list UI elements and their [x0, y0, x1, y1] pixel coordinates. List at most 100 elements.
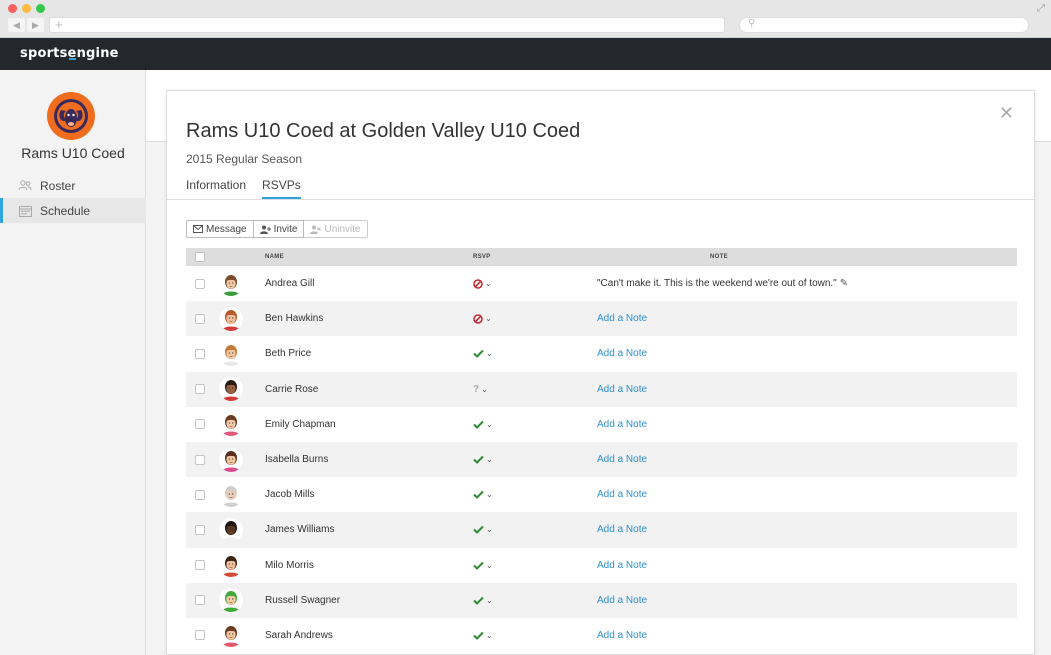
note-cell: Add a Note: [597, 524, 647, 535]
pencil-icon[interactable]: ✎: [839, 278, 849, 290]
column-header-rsvp: RSVP: [473, 254, 491, 260]
row-checkbox[interactable]: [195, 524, 205, 535]
sidebar: Rams U10 Coed Roster Schedule: [0, 70, 146, 655]
add-note-link[interactable]: Add a Note: [597, 489, 648, 501]
avatar: [219, 623, 243, 648]
invite-button[interactable]: Invite: [253, 220, 305, 238]
app-header: sportsengine: [0, 38, 1051, 70]
add-note-link[interactable]: Add a Note: [597, 559, 648, 571]
avatar: [219, 306, 243, 331]
table-row: Beth Price ⌄ Add a Note: [186, 336, 1017, 371]
rsvp-toolbar: Message Invite Uninvite: [186, 220, 368, 238]
add-note-link[interactable]: Add a Note: [597, 348, 648, 360]
checkmark-icon: [473, 420, 484, 429]
row-checkbox[interactable]: [195, 595, 205, 606]
history-nav: ◀ ▶: [8, 18, 44, 32]
chevron-down-icon: ⌄: [486, 490, 493, 500]
tab-information[interactable]: Information: [186, 178, 247, 192]
logo-text: sportsengine: [20, 46, 119, 61]
rsvp-dropdown[interactable]: ⌄: [473, 490, 493, 499]
avatar: [219, 588, 243, 613]
avatar: [219, 341, 243, 366]
declined-icon: [473, 278, 483, 289]
close-icon[interactable]: ✕: [998, 103, 1014, 123]
plus-icon[interactable]: +: [55, 17, 63, 32]
select-all-checkbox[interactable]: [195, 252, 205, 262]
player-name: Emily Chapman: [265, 418, 336, 430]
tab-rsvps[interactable]: RSVPs: [262, 178, 301, 200]
message-button[interactable]: Message: [186, 220, 254, 238]
row-checkbox[interactable]: [195, 278, 205, 289]
browser-search-input[interactable]: ⚲: [739, 17, 1029, 33]
rsvp-dropdown[interactable]: ⌄: [473, 596, 493, 605]
table-row: Carrie Rose? ⌄ Add a Note: [186, 371, 1017, 407]
row-checkbox[interactable]: [195, 348, 205, 359]
note-cell: Add a Note: [597, 560, 647, 571]
table-row: Milo Morris ⌄ Add a Note: [186, 548, 1017, 583]
row-checkbox[interactable]: [195, 489, 205, 500]
maximize-window-button[interactable]: [36, 4, 45, 13]
rsvp-dropdown[interactable]: ? ⌄: [473, 384, 488, 395]
modal-subtitle: 2015 Regular Season: [186, 152, 303, 166]
rsvp-dropdown[interactable]: ⌄: [473, 349, 493, 358]
rsvp-dropdown[interactable]: ⌄: [473, 420, 493, 429]
row-checkbox[interactable]: [195, 560, 205, 571]
rsvp-dropdown[interactable]: ⌄: [473, 525, 493, 534]
row-checkbox[interactable]: [195, 630, 205, 641]
sidebar-item-roster[interactable]: Roster: [0, 173, 146, 198]
rsvp-modal: ✕ Rams U10 Coed at Golden Valley U10 Coe…: [166, 90, 1035, 655]
add-note-link[interactable]: Add a Note: [597, 418, 648, 430]
note-cell: Add a Note: [597, 313, 647, 324]
forward-icon[interactable]: ▶: [27, 18, 44, 32]
uninvite-button[interactable]: Uninvite: [304, 220, 368, 238]
chevron-down-icon: ⌄: [486, 630, 493, 640]
add-note-link[interactable]: Add a Note: [597, 313, 648, 325]
rsvp-dropdown[interactable]: ⌄: [473, 314, 492, 324]
fullscreen-icon[interactable]: ⤢: [1037, 3, 1045, 14]
minimize-window-button[interactable]: [22, 4, 31, 13]
table-row: Emily Chapman ⌄ Add a Note: [186, 407, 1017, 442]
player-name: Jacob Mills: [265, 489, 315, 501]
table-row: Andrea Gill ⌄ "Can't make it. This is the …: [186, 266, 1017, 301]
add-user-icon: [259, 225, 271, 234]
player-name: Isabella Burns: [265, 454, 329, 466]
table-body: Andrea Gill ⌄ "Can't make it. This is the …: [186, 266, 1017, 653]
chevron-down-icon: ⌄: [486, 525, 493, 535]
row-checkbox[interactable]: [195, 454, 205, 465]
rsvp-dropdown[interactable]: ⌄: [473, 278, 492, 289]
close-window-button[interactable]: [8, 4, 17, 13]
checkmark-icon: [473, 631, 484, 640]
rsvp-dropdown[interactable]: ⌄: [473, 455, 493, 464]
sidebar-item-label: Roster: [40, 178, 76, 193]
note-cell: Add a Note: [597, 489, 647, 500]
add-note-link[interactable]: Add a Note: [597, 594, 648, 606]
add-note-link[interactable]: Add a Note: [597, 629, 648, 641]
note-cell: Add a Note: [597, 419, 647, 430]
player-name: Russell Swagner: [265, 594, 341, 606]
note-cell: Add a Note: [597, 454, 647, 465]
row-checkbox[interactable]: [195, 419, 205, 430]
player-name: Beth Price: [265, 348, 312, 360]
avatar: [219, 271, 243, 296]
ram-mascot-icon: [54, 99, 88, 133]
row-checkbox[interactable]: [195, 313, 205, 324]
player-name: Milo Morris: [265, 559, 314, 571]
chevron-down-icon: ⌄: [486, 595, 493, 605]
add-note-link[interactable]: Add a Note: [597, 524, 648, 536]
sidebar-item-schedule[interactable]: Schedule: [0, 198, 146, 223]
checkmark-icon: [473, 455, 484, 464]
message-label: Message: [206, 223, 247, 235]
note-cell: Add a Note: [597, 595, 647, 606]
row-checkbox[interactable]: [195, 384, 205, 395]
add-note-link[interactable]: Add a Note: [597, 454, 648, 466]
chevron-down-icon: ⌄: [486, 455, 493, 465]
table-row: Ben Hawkins ⌄ Add a Note: [186, 301, 1017, 337]
sportsengine-logo[interactable]: sportsengine: [20, 46, 119, 61]
back-icon[interactable]: ◀: [8, 18, 25, 32]
address-bar[interactable]: +: [49, 17, 725, 33]
add-note-link[interactable]: Add a Note: [597, 383, 648, 395]
rsvp-dropdown[interactable]: ⌄: [473, 561, 493, 570]
declined-icon: [473, 314, 483, 324]
rsvp-dropdown[interactable]: ⌄: [473, 631, 493, 640]
checkmark-icon: [473, 526, 484, 535]
